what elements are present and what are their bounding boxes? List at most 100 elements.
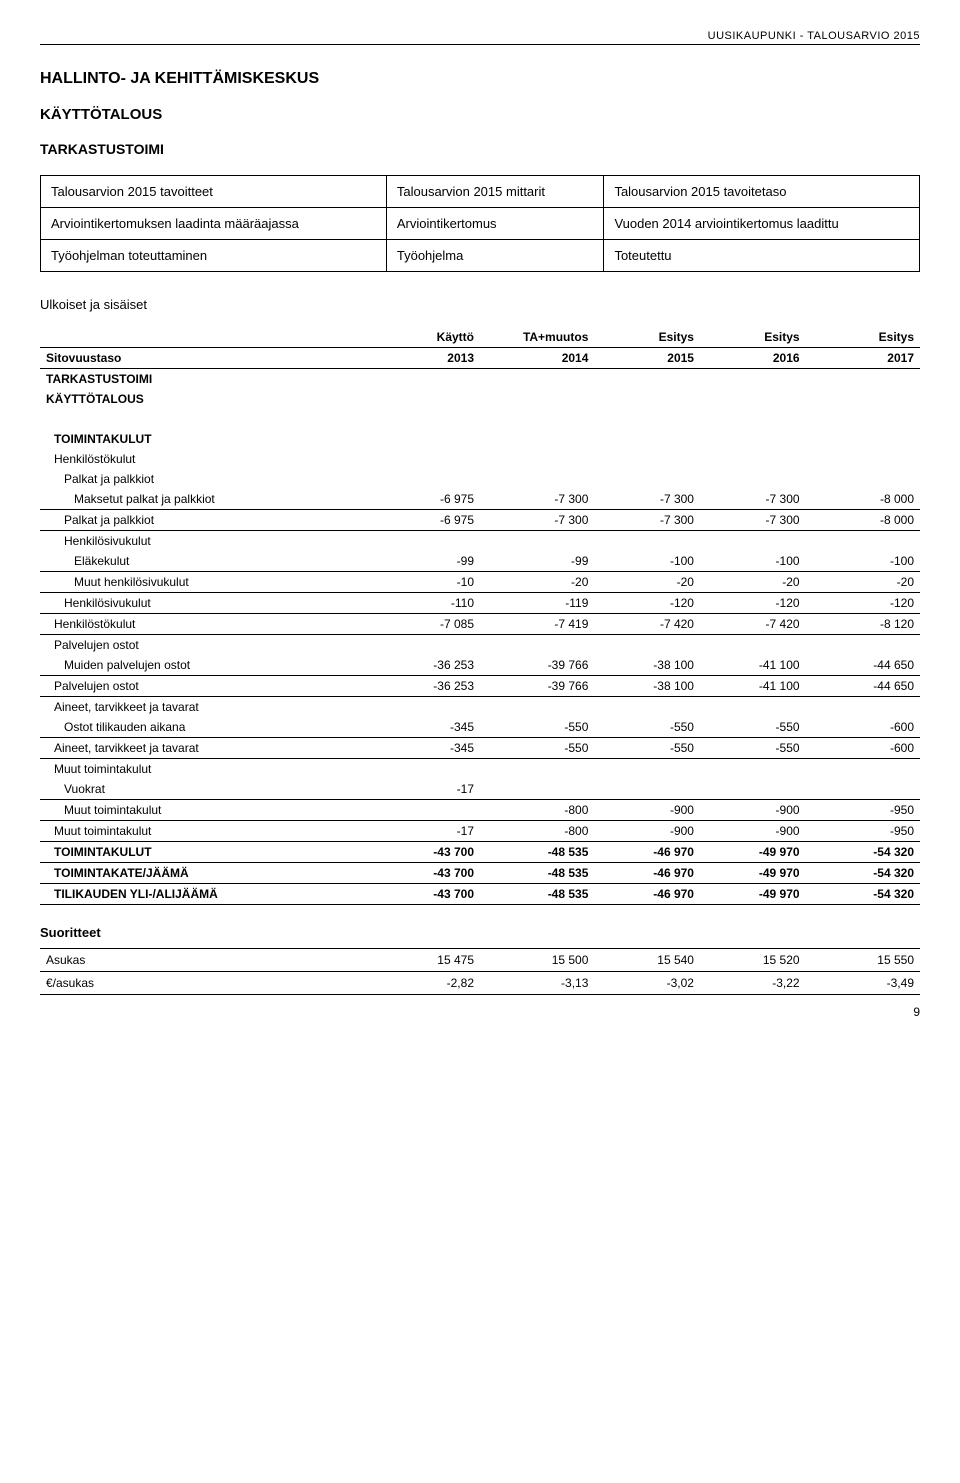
goals-table: Talousarvion 2015 tavoitteet Talousarvio… (40, 175, 920, 272)
budget-label: Henkilösivukulut (40, 531, 374, 552)
budget-value: -49 970 (700, 842, 806, 863)
suoritteet-value: 15 550 (806, 949, 920, 972)
budget-value: -54 320 (806, 842, 920, 863)
table-row: Eläkekulut-99-99-100-100-100 (40, 551, 920, 572)
budget-head: Käyttö (374, 327, 480, 348)
budget-head: 2016 (700, 348, 806, 369)
budget-value (594, 697, 700, 718)
goals-cell: Työohjelma (386, 240, 604, 272)
budget-group: TARKASTUSTOIMI (40, 369, 374, 390)
budget-value: -43 700 (374, 842, 480, 863)
suoritteet-value: 15 540 (594, 949, 700, 972)
budget-value: -7 300 (594, 510, 700, 531)
goals-col-1: Talousarvion 2015 mittarit (386, 176, 604, 208)
page-header: UUSIKAUPUNKI - TALOUSARVIO 2015 (40, 30, 920, 45)
table-row: TOIMINTAKATE/JÄÄMÄ-43 700-48 535-46 970-… (40, 863, 920, 884)
budget-value: -17 (374, 821, 480, 842)
budget-value (374, 759, 480, 780)
budget-value (806, 635, 920, 656)
budget-value: -49 970 (700, 863, 806, 884)
budget-value: -7 300 (700, 489, 806, 510)
budget-value: -46 970 (594, 842, 700, 863)
budget-value (806, 449, 920, 469)
table-row: Arviointikertomuksen laadinta määräajass… (41, 208, 920, 240)
budget-value: -800 (480, 821, 594, 842)
budget-head: Esitys (700, 327, 806, 348)
budget-value: -119 (480, 593, 594, 614)
budget-label: Aineet, tarvikkeet ja tavarat (40, 697, 374, 718)
budget-value (700, 449, 806, 469)
budget-value: -120 (700, 593, 806, 614)
title-h3: TARKASTUSTOIMI (40, 141, 920, 157)
budget-head: TA+muutos (480, 327, 594, 348)
budget-value (594, 635, 700, 656)
budget-value (480, 697, 594, 718)
budget-head: 2017 (806, 348, 920, 369)
budget-value: -54 320 (806, 863, 920, 884)
budget-value: -100 (594, 551, 700, 572)
budget-value: -900 (594, 800, 700, 821)
budget-value: -17 (374, 779, 480, 800)
budget-value: -600 (806, 717, 920, 738)
table-row: Asukas15 47515 50015 54015 52015 550 (40, 949, 920, 972)
suoritteet-label-cell: €/asukas (40, 972, 374, 995)
budget-value: -950 (806, 821, 920, 842)
budget-value: -550 (480, 717, 594, 738)
budget-value: -44 650 (806, 676, 920, 697)
budget-value (700, 779, 806, 800)
table-row: Palkat ja palkkiot-6 975-7 300-7 300-7 3… (40, 510, 920, 531)
budget-value: -100 (700, 551, 806, 572)
budget-value: -41 100 (700, 655, 806, 676)
budget-value (480, 635, 594, 656)
budget-value: -20 (480, 572, 594, 593)
table-row: Muut toimintakulut-800-900-900-950 (40, 800, 920, 821)
table-row: Ostot tilikauden aikana-345-550-550-550-… (40, 717, 920, 738)
budget-value: -8 000 (806, 489, 920, 510)
budget-value: -46 970 (594, 884, 700, 905)
budget-value (594, 429, 700, 449)
budget-label: Henkilösivukulut (40, 593, 374, 614)
table-row: Aineet, tarvikkeet ja tavarat-345-550-55… (40, 738, 920, 759)
budget-value: -550 (594, 738, 700, 759)
budget-value (594, 779, 700, 800)
budget-value: -38 100 (594, 676, 700, 697)
suoritteet-value: -3,49 (806, 972, 920, 995)
budget-value: -43 700 (374, 863, 480, 884)
budget-label: Vuokrat (40, 779, 374, 800)
goals-cell: Arviointikertomuksen laadinta määräajass… (41, 208, 387, 240)
budget-value (700, 429, 806, 449)
suoritteet-value: -2,82 (374, 972, 480, 995)
budget-label: TOIMINTAKULUT (40, 429, 374, 449)
goals-col-2: Talousarvion 2015 tavoitetaso (604, 176, 920, 208)
budget-value: -7 300 (700, 510, 806, 531)
budget-value: -120 (594, 593, 700, 614)
budget-label: Palvelujen ostot (40, 635, 374, 656)
budget-value: -20 (806, 572, 920, 593)
budget-value: -36 253 (374, 676, 480, 697)
budget-value (700, 697, 806, 718)
budget-value (700, 531, 806, 552)
budget-value (700, 759, 806, 780)
goals-cell: Työohjelman toteuttaminen (41, 240, 387, 272)
table-row: Muut toimintakulut-17-800-900-900-950 (40, 821, 920, 842)
budget-label: Palvelujen ostot (40, 676, 374, 697)
budget-value: -120 (806, 593, 920, 614)
table-row: Muut henkilösivukulut-10-20-20-20-20 (40, 572, 920, 593)
budget-value: -54 320 (806, 884, 920, 905)
budget-value: -8 120 (806, 614, 920, 635)
budget-head: Esitys (806, 327, 920, 348)
title-h2: KÄYTTÖTALOUS (40, 106, 920, 123)
budget-label: Muut toimintakulut (40, 759, 374, 780)
suoritteet-value: 15 475 (374, 949, 480, 972)
budget-value (480, 429, 594, 449)
budget-value: -550 (700, 738, 806, 759)
budget-value: -41 100 (700, 676, 806, 697)
budget-label: Muiden palvelujen ostot (40, 655, 374, 676)
suoritteet-value: -3,13 (480, 972, 594, 995)
table-row: Palvelujen ostot-36 253-39 766-38 100-41… (40, 676, 920, 697)
budget-value (806, 469, 920, 489)
budget-label: Palkat ja palkkiot (40, 469, 374, 489)
budget-label: Palkat ja palkkiot (40, 510, 374, 531)
title-h1: HALLINTO- JA KEHITTÄMISKESKUS (40, 70, 920, 88)
budget-value (594, 449, 700, 469)
